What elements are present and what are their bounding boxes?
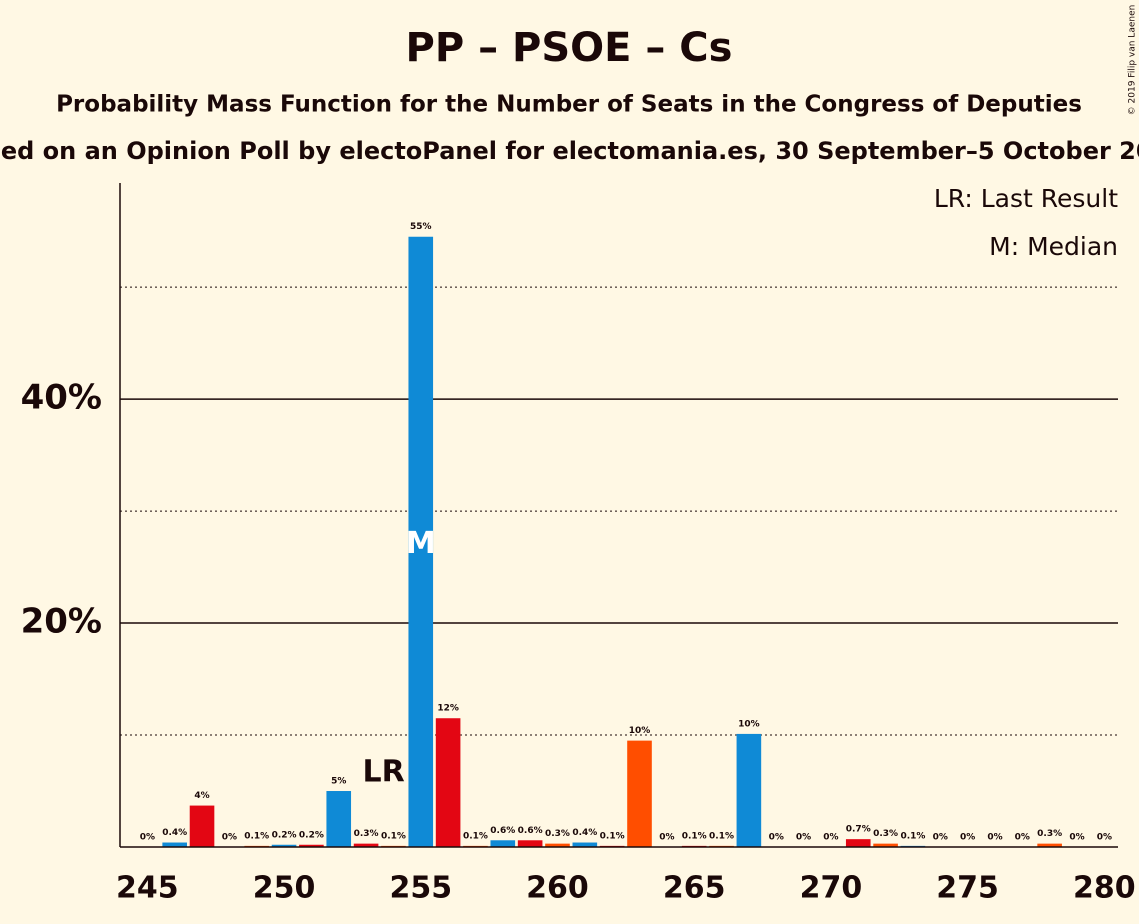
legend-entry: M: Median	[989, 232, 1118, 261]
x-tick-label: 250	[253, 871, 316, 906]
bar	[572, 842, 598, 847]
x-tick-label: 270	[800, 871, 863, 906]
value-label: 0%	[140, 833, 155, 843]
legend-entry: LR: Last Result	[934, 184, 1118, 213]
y-tick-label: 40%	[21, 378, 102, 418]
chart-subtitle: Based on an Opinion Poll by electoPanel …	[0, 137, 1139, 165]
value-label: 0%	[987, 833, 1002, 843]
value-label: 0.3%	[354, 829, 379, 839]
value-label: 0%	[823, 833, 838, 843]
bar	[271, 844, 297, 847]
bar	[1037, 843, 1062, 847]
bar	[326, 791, 352, 847]
value-label: 10%	[738, 719, 760, 729]
value-label: 5%	[331, 777, 346, 787]
value-label: 0%	[1097, 833, 1112, 843]
value-label: 0.2%	[299, 830, 324, 840]
bar	[517, 840, 543, 847]
bar	[873, 843, 898, 847]
x-tick-label: 265	[663, 871, 726, 906]
value-label: 0.1%	[463, 831, 488, 841]
value-label: 0.1%	[709, 831, 734, 841]
bar	[408, 236, 434, 847]
value-label: 0%	[1015, 833, 1030, 843]
bar	[353, 843, 379, 847]
bar	[299, 844, 324, 847]
bar	[736, 733, 762, 847]
value-label: 12%	[437, 704, 459, 714]
value-label: 0.1%	[600, 831, 625, 841]
bar	[545, 843, 570, 847]
bar	[845, 839, 871, 847]
value-label: 0%	[933, 833, 948, 843]
value-label: 0.3%	[545, 829, 570, 839]
value-label: 0.6%	[518, 826, 543, 836]
x-tick-label: 260	[526, 871, 589, 906]
value-label: 0.3%	[1037, 829, 1062, 839]
chart-title: PP – PSOE – Cs	[406, 25, 733, 71]
value-label: 0.1%	[381, 831, 406, 841]
value-label: 10%	[629, 726, 651, 736]
value-label: 0%	[769, 833, 784, 843]
bar	[162, 842, 187, 847]
y-tick-label: 20%	[21, 602, 102, 642]
value-label: 0.3%	[873, 829, 898, 839]
value-label: 0.1%	[244, 831, 269, 841]
x-tick-label: 280	[1073, 871, 1136, 906]
bar	[627, 740, 652, 847]
bar	[189, 805, 215, 847]
bar	[435, 718, 461, 847]
value-label: 0.6%	[490, 826, 515, 836]
x-tick-label: 255	[389, 871, 452, 906]
bar	[490, 840, 516, 847]
value-label: 0%	[796, 833, 811, 843]
value-label: 0%	[222, 833, 237, 843]
last-result-marker: LR	[363, 755, 405, 790]
value-label: 0.1%	[900, 831, 925, 841]
chart-subtitle: Probability Mass Function for the Number…	[56, 92, 1082, 118]
copyright: © 2019 Filip van Laenen	[1128, 5, 1138, 116]
value-label: 4%	[194, 791, 209, 801]
value-label: 0.4%	[572, 828, 597, 838]
value-label: 0%	[960, 833, 975, 843]
value-label: 0.4%	[162, 828, 187, 838]
value-label: 55%	[410, 222, 432, 232]
median-marker: M	[406, 526, 436, 561]
value-label: 0.7%	[846, 825, 871, 835]
x-tick-label: 275	[936, 871, 999, 906]
value-label: 0.2%	[272, 830, 297, 840]
value-label: 0%	[1069, 833, 1084, 843]
value-label: 0%	[659, 833, 674, 843]
value-label: 0.1%	[682, 831, 707, 841]
x-tick-label: 245	[116, 871, 179, 906]
